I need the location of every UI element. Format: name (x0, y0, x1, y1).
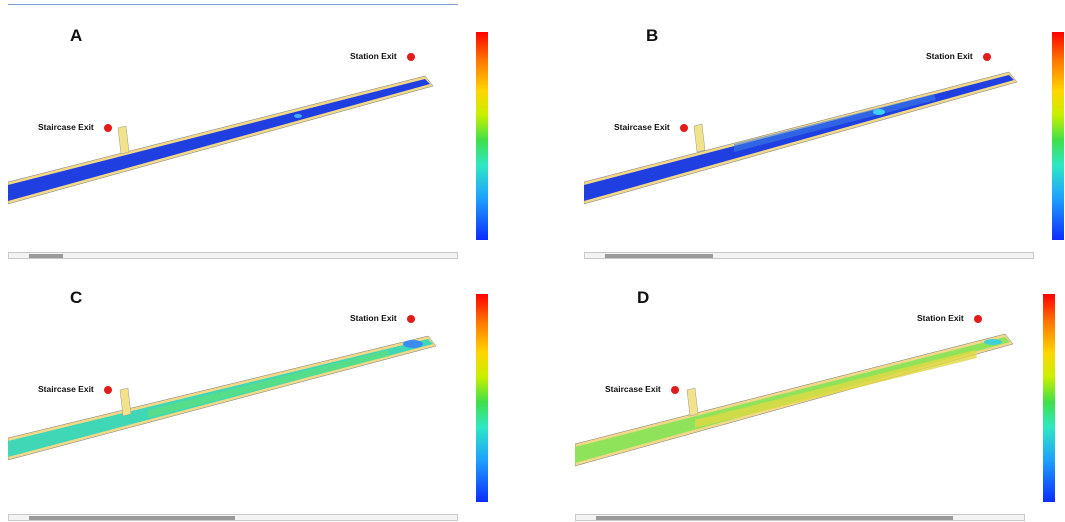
staircase-exit-callout: Staircase Exit (38, 122, 112, 132)
staircase-exit-callout: Staircase Exit (605, 384, 679, 394)
exit-marker-icon (973, 314, 982, 323)
station-exit-callout: Station Exit (926, 51, 991, 61)
staircase-shaft (119, 387, 132, 417)
staircase-exit-callout: Staircase Exit (38, 384, 112, 394)
staircase-exit-label: Staircase Exit (614, 122, 670, 132)
station-exit-callout: Station Exit (350, 51, 415, 61)
exit-marker-icon (406, 314, 415, 323)
timeline-bar[interactable] (8, 252, 458, 259)
timeline-bar[interactable] (8, 514, 458, 521)
exit-marker-icon (982, 52, 991, 61)
staircase-shaft (686, 387, 699, 417)
panel-label: C (70, 288, 83, 307)
staircase-exit-label: Staircase Exit (605, 384, 661, 394)
top-rule (8, 4, 458, 5)
color-legend-bar (1043, 294, 1055, 502)
staircase-exit-label: Staircase Exit (38, 384, 94, 394)
timeline-bar[interactable] (575, 514, 1025, 521)
exit-marker-icon (670, 385, 679, 394)
tunnel-scene (8, 335, 437, 461)
timeline-progress (29, 516, 235, 520)
staircase-shaft (693, 123, 706, 153)
tunnel-floor (8, 79, 430, 201)
timeline-progress (596, 516, 953, 520)
panel-label: D (637, 288, 650, 307)
exit-marker-icon (406, 52, 415, 61)
tunnel-scene (575, 333, 1014, 467)
exit-marker-icon (103, 385, 112, 394)
station-exit-label: Station Exit (350, 313, 397, 323)
exit-marker-icon (103, 123, 112, 132)
panel-label: B (646, 26, 659, 45)
timeline-progress (605, 254, 713, 258)
staircase-exit-label: Staircase Exit (38, 122, 94, 132)
panel-a: A Staircase Exit Station Exit (8, 4, 500, 259)
station-exit-label: Station Exit (926, 51, 973, 61)
tunnel-floor (584, 75, 1014, 201)
staircase-exit-callout: Staircase Exit (614, 122, 688, 132)
station-exit-label: Station Exit (917, 313, 964, 323)
station-exit-label: Station Exit (350, 51, 397, 61)
tunnel-scene (584, 71, 1018, 205)
panel-d: D Staircase Exit Station Exit (575, 266, 1065, 521)
staircase-shaft (117, 125, 130, 155)
panel-c: C Staircase Exit Station Exit (8, 266, 500, 521)
exit-marker-icon (679, 123, 688, 132)
timeline-progress (29, 254, 63, 258)
station-exit-callout: Station Exit (917, 313, 982, 323)
station-exit-callout: Station Exit (350, 313, 415, 323)
panel-label: A (70, 26, 83, 45)
tunnel-scene (8, 75, 434, 205)
timeline-bar[interactable] (584, 252, 1034, 259)
color-legend-bar (476, 32, 488, 240)
color-legend-bar (1052, 32, 1064, 240)
panel-b: B Staircase Exit Station Exit (584, 4, 1065, 259)
color-legend-bar (476, 294, 488, 502)
